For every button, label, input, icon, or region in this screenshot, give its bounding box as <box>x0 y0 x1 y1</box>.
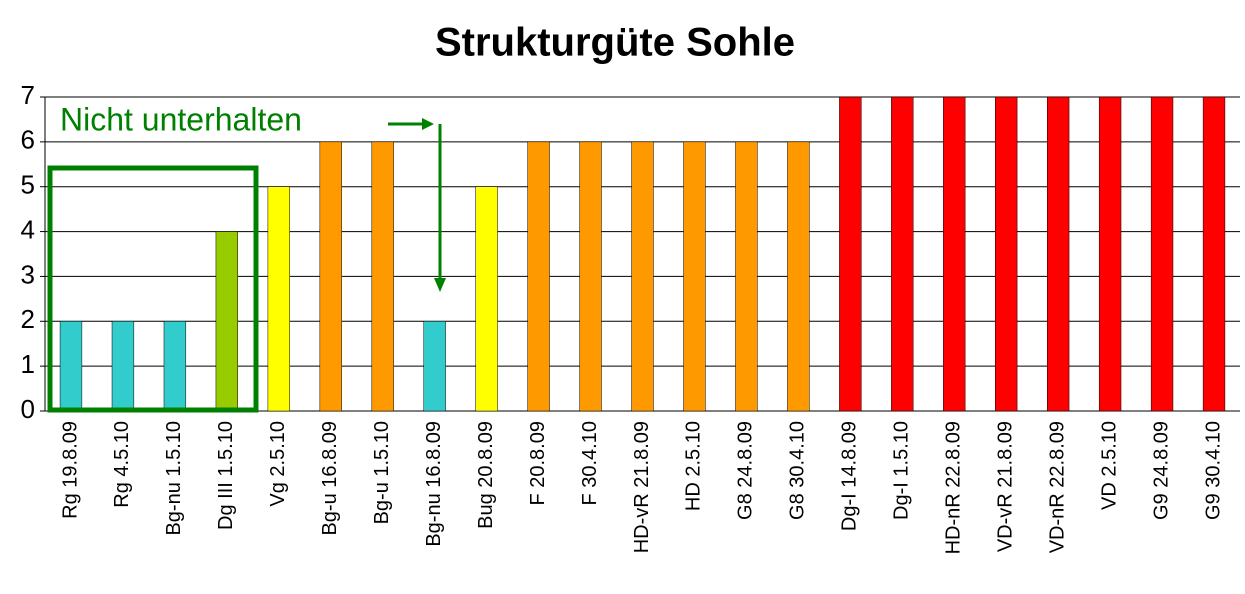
bar <box>683 141 706 412</box>
bar <box>475 186 498 412</box>
bar <box>735 141 758 412</box>
x-tick-label: VD-vR 21.8.09 <box>994 421 1016 552</box>
x-tick-label: Bg-nu 16.8.09 <box>423 421 445 547</box>
bar <box>891 96 914 412</box>
x-tick-label: G8 24.8.09 <box>735 421 757 520</box>
bar <box>163 321 187 412</box>
x-tick-label: Bg-nu 1.5.10 <box>163 421 185 536</box>
y-tick-label: 5 <box>21 170 35 200</box>
y-tick-label: 3 <box>21 259 35 289</box>
bar <box>943 96 966 412</box>
bar <box>371 141 394 412</box>
x-tick-label: F 30.4.10 <box>579 421 601 506</box>
x-tick-label: Dg III 1.5.10 <box>215 421 237 530</box>
annotation-arrows <box>388 118 446 292</box>
bar <box>579 141 602 412</box>
y-tick-label: 2 <box>21 304 35 334</box>
bar <box>1046 96 1070 412</box>
bar <box>59 321 83 412</box>
y-tick-label: 4 <box>21 214 35 244</box>
plot: 0 1 2 3 4 5 6 7 Rg 19.8.09 Rg 4.5.10 Bg-nu 1.5.10 D… <box>21 80 1240 554</box>
y-tick-label: 6 <box>21 125 35 155</box>
x-tick-label: HD-nR 22.8.09 <box>943 421 965 554</box>
bar <box>995 96 1018 412</box>
bar <box>527 141 550 412</box>
x-tick-label: Rg 4.5.10 <box>111 421 133 508</box>
bar <box>267 186 290 412</box>
x-tick-label: Dg-I 1.5.10 <box>891 421 913 520</box>
x-tick-label: HD-vR 21.8.09 <box>631 421 653 553</box>
x-tick-label: Bg-u 1.5.10 <box>371 421 393 524</box>
x-tick-label: Bug 20.8.09 <box>475 421 497 529</box>
x-tick-label: G9 24.8.09 <box>1150 421 1172 520</box>
x-tick-label: Dg-I 14.8.09 <box>839 421 861 531</box>
x-tick-label: Vg 2.5.10 <box>267 421 289 507</box>
bar <box>1202 96 1226 412</box>
x-tick-label: VD 2.5.10 <box>1098 421 1120 510</box>
bar <box>319 141 342 412</box>
bar <box>839 96 862 412</box>
bar <box>787 141 810 412</box>
bar <box>631 141 654 412</box>
x-tick-label: Rg 19.8.09 <box>59 421 81 519</box>
x-tick-label: G8 30.4.10 <box>787 421 809 520</box>
bar <box>111 321 135 412</box>
y-tick-label: 7 <box>21 80 35 110</box>
highlight-box <box>47 165 259 413</box>
bar <box>1098 96 1122 412</box>
bar <box>215 231 239 412</box>
y-tick-label: 1 <box>21 349 35 379</box>
x-tick-label: Bg-u 16.8.09 <box>319 421 341 536</box>
x-tick-label: VD-nR 22.8.09 <box>1046 421 1068 553</box>
x-tick-label: F 20.8.09 <box>527 421 549 506</box>
bar <box>423 321 446 412</box>
x-tick-label: HD 2.5.10 <box>683 421 705 511</box>
bar <box>1150 96 1174 412</box>
chart-title: Strukturgüte Sohle <box>435 21 795 65</box>
annotation: Nicht unterhalten <box>60 101 302 137</box>
y-tick-label: 0 <box>21 394 35 424</box>
x-tick-label: G9 30.4.10 <box>1202 421 1224 520</box>
